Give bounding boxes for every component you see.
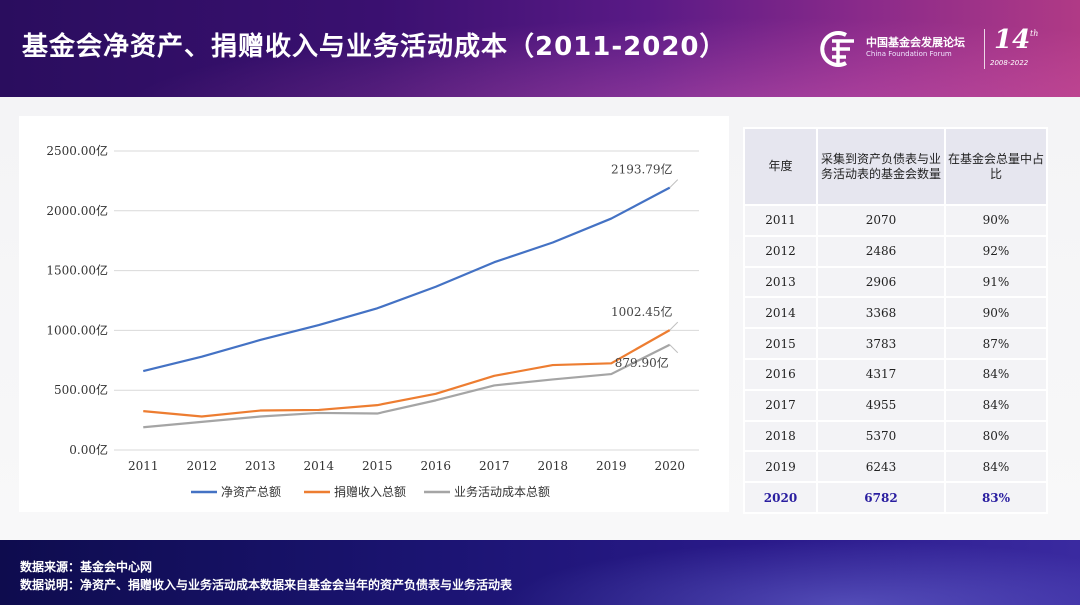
table-cell-share: 90% xyxy=(944,296,1048,330)
y-tick-label: 500.00亿 xyxy=(54,382,108,397)
data-label: 2193.79亿 xyxy=(611,162,673,177)
x-tick-label: 2013 xyxy=(245,459,276,473)
series-line xyxy=(142,186,671,373)
chart-panel xyxy=(19,116,729,512)
data-label-leader xyxy=(669,179,679,188)
table-header-row: 年度 采集到资产负债表与业务活动表的基金会数量 在基金会总量中占比 xyxy=(743,127,1048,206)
table-cell-count: 3783 xyxy=(816,327,946,360)
table-cell-count: 6243 xyxy=(816,450,946,484)
table-cell-year: 2011 xyxy=(743,204,818,237)
table-row: 2012 2486 92% xyxy=(743,234,1048,268)
table-cell-share: 92% xyxy=(944,234,1048,268)
data-label: 1002.45亿 xyxy=(611,304,673,319)
x-tick-label: 2014 xyxy=(303,459,334,473)
header-banner: 基金会净资产、捐赠收入与业务活动成本（2011-2020） 中国基金会发展论坛 … xyxy=(0,0,1080,97)
logo-english-name: China Foundation Forum xyxy=(866,50,952,58)
table-header-year: 年度 xyxy=(743,127,818,206)
table-row: 2011 2070 90% xyxy=(743,204,1048,237)
table-row: 2018 5370 80% xyxy=(743,419,1048,453)
data-source: 数据来源：基金会中心网 xyxy=(20,560,153,574)
table-cell-count: 4317 xyxy=(816,357,946,391)
logo-divider xyxy=(984,29,985,69)
data-note: 数据说明：净资产、捐赠收入与业务活动成本数据来自基金会当年的资产负债表与业务活动… xyxy=(20,578,513,592)
table-header-count: 采集到资产负债表与业务活动表的基金会数量 xyxy=(816,127,946,206)
forum-logo: 中国基金会发展论坛 China Foundation Forum 14 th 2… xyxy=(816,25,1066,73)
table-cell-year: 2013 xyxy=(743,265,818,299)
table-cell-year: 2020 xyxy=(743,481,818,514)
data-label: 879.90亿 xyxy=(615,355,669,370)
table-cell-share: 80% xyxy=(944,419,1048,453)
table-row: 2014 3368 90% xyxy=(743,296,1048,330)
series-line xyxy=(143,343,671,429)
legend-label: 净资产总额 xyxy=(221,485,281,499)
x-tick-label: 2015 xyxy=(362,459,393,473)
x-tick-label: 2020 xyxy=(654,459,685,473)
table-cell-year: 2016 xyxy=(743,357,818,391)
x-tick-label: 2016 xyxy=(420,459,451,473)
table-cell-year: 2012 xyxy=(743,234,818,268)
x-tick-label: 2012 xyxy=(186,459,217,473)
table-cell-share: 84% xyxy=(944,388,1048,422)
table-cell-share: 84% xyxy=(944,450,1048,484)
data-label-leader xyxy=(669,321,679,331)
table-cell-count: 3368 xyxy=(816,296,946,330)
table-row: 2017 4955 84% xyxy=(743,388,1048,422)
page-title: 基金会净资产、捐赠收入与业务活动成本（2011-2020） xyxy=(22,32,727,62)
table-row: 2016 4317 84% xyxy=(743,357,1048,391)
table-row: 2020 6782 83% xyxy=(743,481,1048,514)
table-cell-share: 91% xyxy=(944,265,1048,299)
table-cell-year: 2015 xyxy=(743,327,818,360)
forum-logo-icon xyxy=(820,31,854,67)
footer-banner xyxy=(0,540,1080,605)
y-tick-label: 1500.00亿 xyxy=(46,263,108,278)
logo-anniversary-suffix: th xyxy=(1030,29,1039,38)
table-cell-share: 87% xyxy=(944,327,1048,360)
table-header-share: 在基金会总量中占比 xyxy=(944,127,1048,206)
y-tick-label: 2000.00亿 xyxy=(46,203,108,218)
logo-chinese-name: 中国基金会发展论坛 xyxy=(866,36,965,49)
table-cell-count: 5370 xyxy=(816,419,946,453)
y-tick-label: 2500.00亿 xyxy=(46,143,108,158)
x-tick-label: 2018 xyxy=(537,459,568,473)
table-cell-count: 4955 xyxy=(816,388,946,422)
table-cell-share: 90% xyxy=(944,204,1048,237)
table-cell-year: 2017 xyxy=(743,388,818,422)
table-cell-year: 2019 xyxy=(743,450,818,484)
table-cell-share: 84% xyxy=(944,357,1048,391)
legend-label: 捐赠收入总额 xyxy=(334,485,406,499)
x-tick-label: 2019 xyxy=(596,459,627,473)
table-cell-year: 2018 xyxy=(743,419,818,453)
table-cell-count: 2906 xyxy=(816,265,946,299)
logo-years: 2008-2022 xyxy=(990,59,1029,67)
series-line xyxy=(143,329,671,418)
table-cell-count: 2486 xyxy=(816,234,946,268)
table-cell-share: 83% xyxy=(944,481,1048,514)
x-tick-label: 2011 xyxy=(128,459,159,473)
table-cell-count: 2070 xyxy=(816,204,946,237)
table-row: 2015 3783 87% xyxy=(743,327,1048,360)
y-tick-label: 1000.00亿 xyxy=(46,322,108,337)
y-tick-label: 0.00亿 xyxy=(69,442,108,457)
table-row: 2013 2906 91% xyxy=(743,265,1048,299)
foundation-count-table: 年度 采集到资产负债表与业务活动表的基金会数量 在基金会总量中占比 2011 20… xyxy=(743,127,1048,514)
table-row: 2019 6243 84% xyxy=(743,450,1048,484)
logo-anniversary-number: 14 xyxy=(994,25,1031,55)
table-cell-year: 2014 xyxy=(743,296,818,330)
legend-label: 业务活动成本总额 xyxy=(454,484,550,499)
line-chart: 0.00亿 500.00亿 1000.00亿 1500.00亿 2000.00亿 2500… xyxy=(46,143,699,499)
table-cell-count: 6782 xyxy=(816,481,946,514)
data-label-leader xyxy=(669,344,679,354)
x-tick-label: 2017 xyxy=(479,459,510,473)
